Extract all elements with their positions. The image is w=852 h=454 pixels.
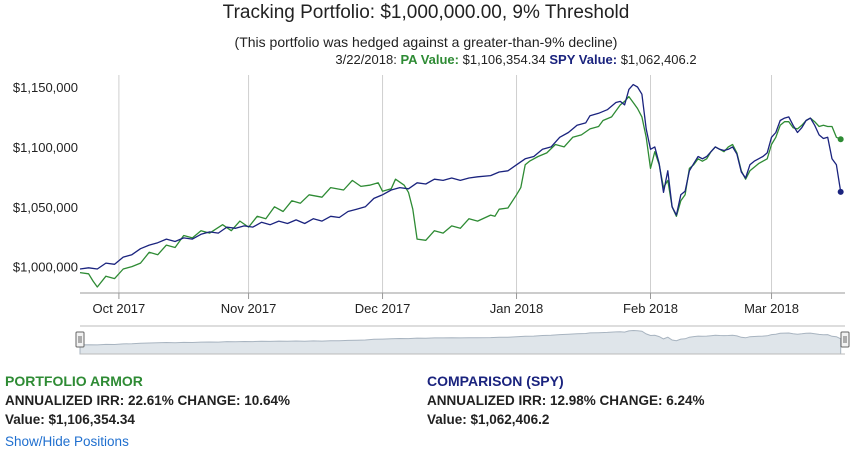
pa-stats: PORTFOLIO ARMOR ANNUALIZED IRR: 22.61% C… bbox=[5, 372, 290, 429]
series-line-spy[interactable] bbox=[79, 83, 842, 270]
x-tick-label: Jan 2018 bbox=[490, 301, 544, 316]
readout-spy-value: $1,062,406.2 bbox=[620, 52, 697, 67]
x-tick-label: Dec 2017 bbox=[355, 301, 411, 316]
readout-spy-label: SPY Value: bbox=[549, 52, 618, 67]
value-readout: 3/22/2018: PA Value: $1,106,354.34 SPY V… bbox=[0, 52, 852, 67]
y-tick-label: $1,050,000 bbox=[13, 200, 78, 215]
pa-value: Value: $1,106,354.34 bbox=[5, 412, 135, 427]
x-tick-label: Feb 2018 bbox=[623, 301, 678, 316]
grid-lines bbox=[118, 75, 773, 293]
y-tick-label: $1,150,000 bbox=[13, 80, 78, 95]
line-chart[interactable]: $1,000,000 $1,050,000 $1,100,000 $1,150,000… bbox=[0, 0, 852, 362]
spy-stats: COMPARISON (SPY) ANNUALIZED IRR: 12.98% … bbox=[427, 372, 705, 429]
x-tick-label: Mar 2018 bbox=[744, 301, 799, 316]
x-tick-label: Nov 2017 bbox=[221, 301, 277, 316]
pa-heading: PORTFOLIO ARMOR bbox=[5, 373, 143, 389]
series-line-pa[interactable] bbox=[79, 95, 841, 288]
navigator-series-area bbox=[79, 329, 842, 355]
navigator-right-handle[interactable] bbox=[840, 331, 850, 348]
y-axis: $1,000,000 $1,050,000 $1,100,000 $1,150,000 bbox=[13, 80, 78, 275]
series-group bbox=[79, 83, 844, 288]
show-hide-positions-link[interactable]: Show/Hide Positions bbox=[5, 434, 129, 449]
readout-pa-value: $1,106,354.34 bbox=[462, 52, 546, 67]
series-end-marker[interactable] bbox=[837, 136, 844, 143]
spy-heading: COMPARISON (SPY) bbox=[427, 373, 564, 389]
spy-irr: ANNUALIZED IRR: 12.98% CHANGE: 6.24% bbox=[427, 393, 705, 408]
readout-date: 3/22/2018: bbox=[335, 52, 397, 67]
pa-irr: ANNUALIZED IRR: 22.61% CHANGE: 10.64% bbox=[5, 393, 291, 408]
x-tick-label: Oct 2017 bbox=[93, 301, 146, 316]
readout-pa-label: PA Value: bbox=[400, 52, 459, 67]
chart-title: Tracking Portfolio: $1,000,000.00, 9% Th… bbox=[222, 2, 630, 23]
series-end-marker[interactable] bbox=[837, 188, 844, 195]
spy-value: Value: $1,062,406.2 bbox=[427, 412, 550, 427]
range-navigator[interactable] bbox=[75, 325, 850, 355]
y-tick-label: $1,000,000 bbox=[13, 260, 78, 275]
x-axis: Oct 2017 Nov 2017 Dec 2017 Jan 2018 Feb 2018… bbox=[80, 292, 845, 316]
chart-subtitle: (This portfolio was hedged against a gre… bbox=[234, 34, 618, 50]
navigator-left-handle[interactable] bbox=[75, 331, 85, 348]
y-tick-label: $1,100,000 bbox=[13, 140, 78, 155]
